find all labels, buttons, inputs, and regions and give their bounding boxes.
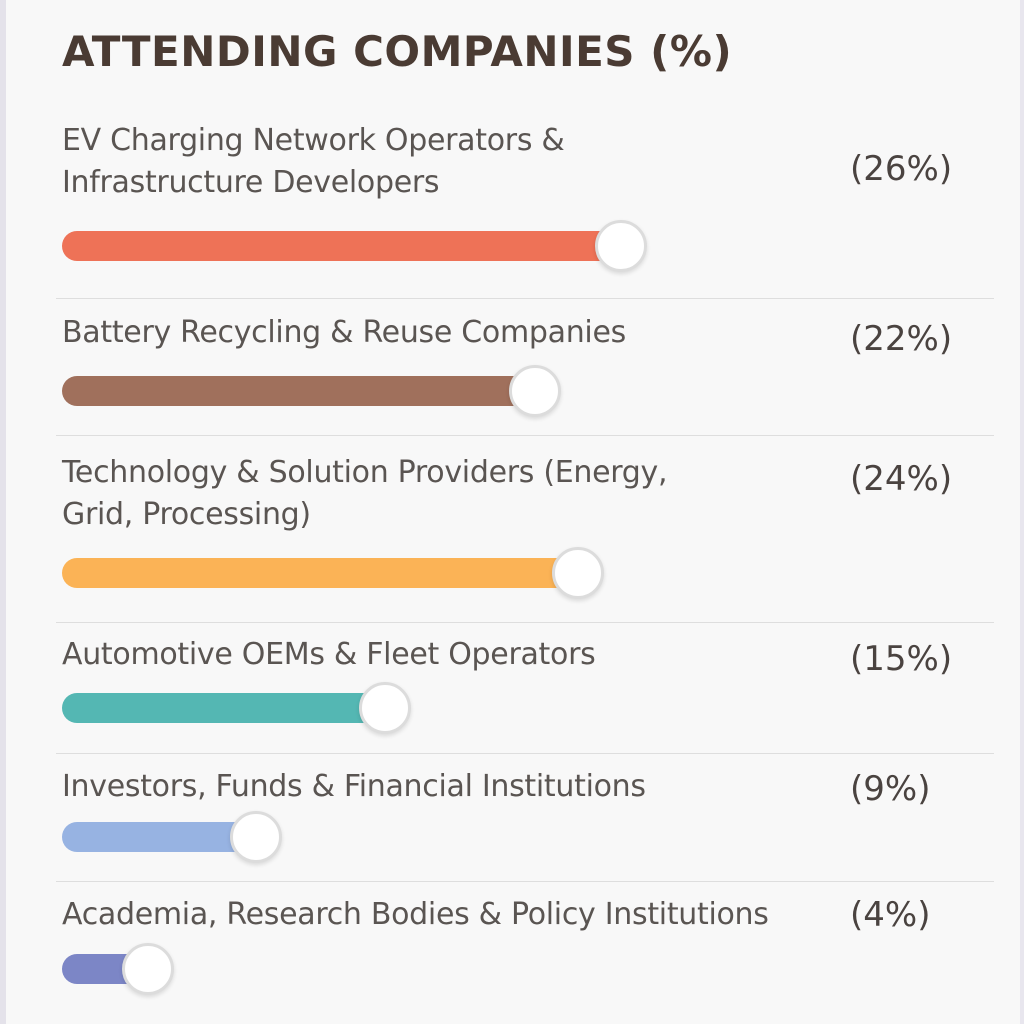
category-label: Battery Recycling & Reuse Companies — [62, 312, 782, 354]
category-label: Automotive OEMs & Fleet Operators — [62, 634, 782, 676]
category-label-line: Investors, Funds & Financial Institution… — [62, 769, 646, 804]
category-label-line: Academia, Research Bodies & Policy Insti… — [62, 897, 769, 932]
bar — [62, 558, 578, 588]
row-divider — [56, 881, 994, 882]
row-divider — [56, 622, 994, 623]
slider-knob[interactable] — [509, 365, 561, 417]
category-label: Investors, Funds & Financial Institution… — [62, 766, 782, 808]
category-label-line: Infrastructure Developers — [62, 165, 440, 200]
row-divider — [56, 435, 994, 436]
row-divider — [56, 753, 994, 754]
value-label: (4%) — [850, 895, 931, 935]
value-label: (22%) — [850, 319, 953, 359]
slider-knob[interactable] — [358, 682, 411, 734]
category-label-line: Automotive OEMs & Fleet Operators — [62, 637, 596, 672]
value-label: (15%) — [850, 639, 953, 679]
bar — [62, 231, 621, 261]
slider-knob[interactable] — [122, 943, 174, 995]
bar — [62, 693, 385, 723]
value-label: (24%) — [850, 459, 953, 499]
value-label: (26%) — [850, 149, 953, 189]
category-label-line: Grid, Processing) — [62, 497, 311, 532]
chart-title: ATTENDING COMPANIES (%) — [62, 27, 733, 76]
slider-knob[interactable] — [229, 811, 282, 863]
slider-knob[interactable] — [595, 220, 647, 272]
row-divider — [56, 298, 994, 299]
bar — [62, 376, 535, 406]
category-label-line: EV Charging Network Operators & — [62, 123, 565, 158]
category-label: Technology & Solution Providers (Energy,… — [62, 452, 782, 536]
category-label: Academia, Research Bodies & Policy Insti… — [62, 894, 782, 936]
slider-knob[interactable] — [552, 547, 604, 599]
category-label-line: Battery Recycling & Reuse Companies — [62, 315, 626, 350]
value-label: (9%) — [850, 769, 931, 809]
category-label: EV Charging Network Operators & Infrastru… — [62, 120, 782, 204]
category-label-line: Technology & Solution Providers (Energy, — [62, 455, 668, 490]
bar — [62, 822, 256, 852]
